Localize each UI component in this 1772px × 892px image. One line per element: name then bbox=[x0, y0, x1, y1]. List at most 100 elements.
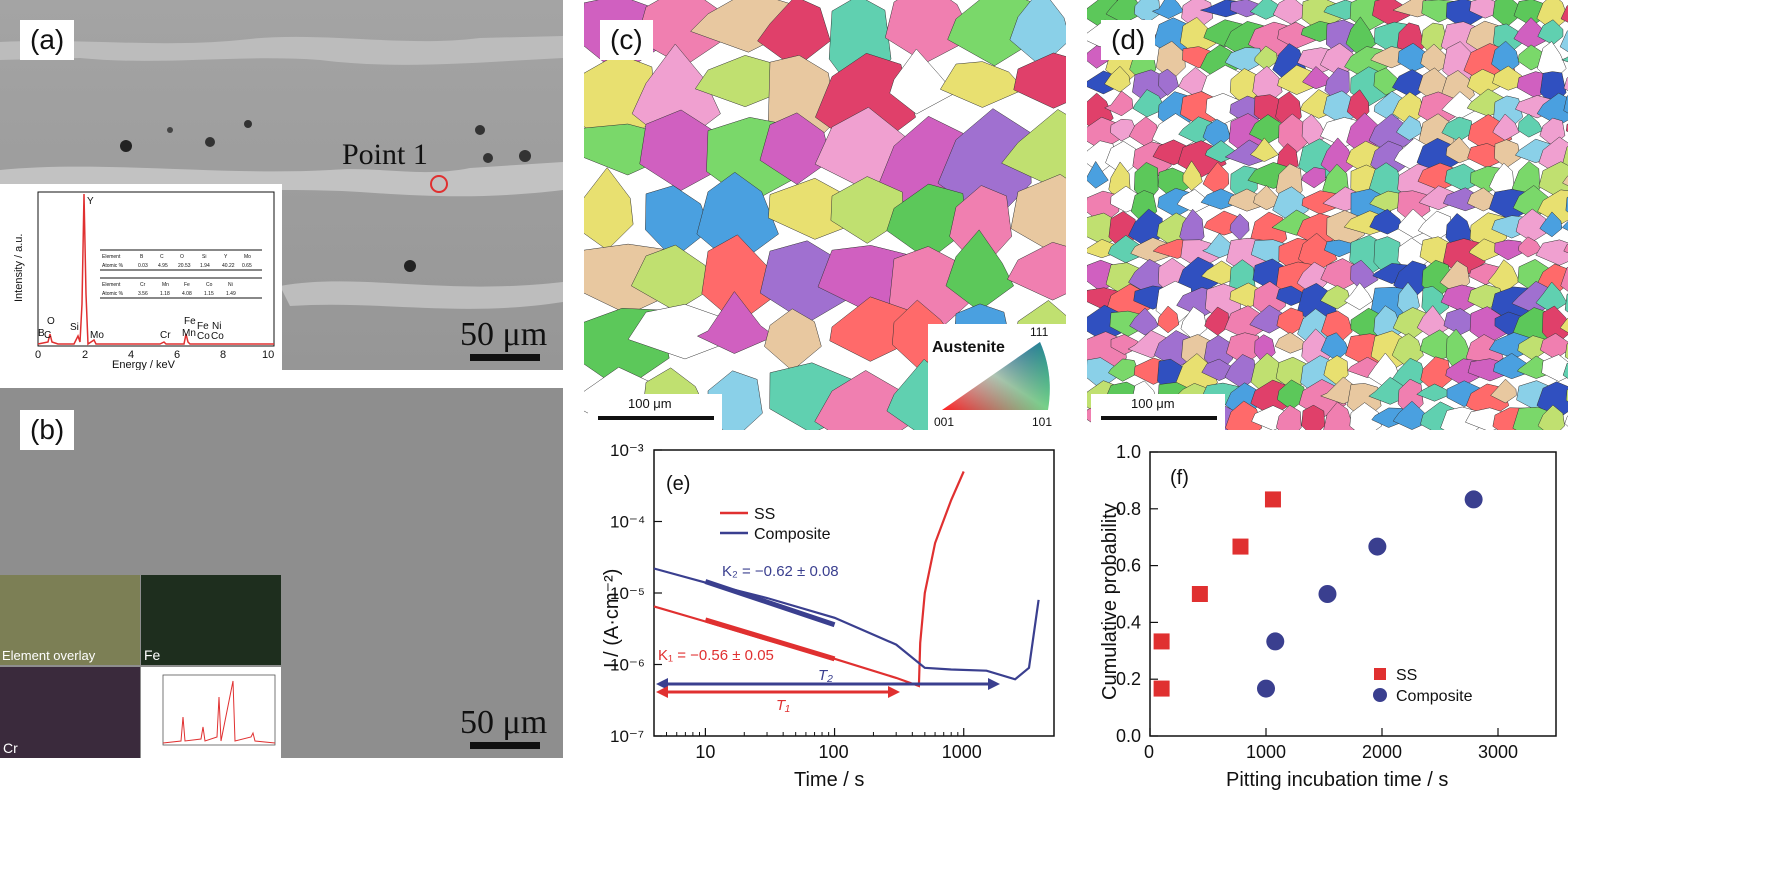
grain bbox=[1539, 211, 1563, 238]
panel-a-scale-bar bbox=[470, 354, 540, 361]
cr-label: Cr bbox=[3, 740, 18, 756]
eds-table-cell: Si bbox=[202, 254, 206, 260]
eds-table-cell: 1.94 bbox=[200, 263, 210, 269]
chart-f-ytick-label: 1.0 bbox=[1116, 442, 1141, 462]
eds-peak-label: B bbox=[38, 328, 45, 339]
grain bbox=[1001, 109, 1066, 190]
panel-b-scale-text: 50 μm bbox=[460, 704, 548, 741]
ss-point bbox=[1191, 586, 1208, 602]
chart-e-frame bbox=[653, 449, 1055, 737]
eds-table-cell: B bbox=[140, 254, 144, 260]
eds-peak-label: Fe bbox=[197, 321, 209, 332]
panel-f-chart: (f) Pitting incubation time / s Cumulati… bbox=[1084, 436, 1568, 892]
eds-peak-label: Fe bbox=[184, 316, 196, 327]
grain bbox=[1156, 40, 1186, 81]
grain bbox=[1157, 305, 1180, 334]
eds-peak-label: Co bbox=[197, 331, 210, 342]
panel-c-scale-box: 100 μm bbox=[588, 394, 722, 430]
chart-e-ytick-label: 10⁻³ bbox=[610, 441, 644, 460]
eds-table-cell: Atomic % bbox=[102, 291, 124, 297]
grain bbox=[1252, 281, 1286, 319]
eds-table-cell: 20.53 bbox=[178, 263, 191, 269]
grain bbox=[1252, 65, 1283, 106]
chart-e-label: (e) bbox=[666, 473, 690, 495]
chart-f-label: (f) bbox=[1170, 467, 1189, 489]
panel-d-label: (d) bbox=[1101, 20, 1156, 60]
eds-peak-label: Mn bbox=[182, 328, 196, 339]
eds-inset: Intensity / a.u. Energy / keV 0 2 4 6 8 … bbox=[0, 184, 282, 370]
grain bbox=[1301, 167, 1326, 189]
legend-ss-marker bbox=[1374, 668, 1386, 680]
eds-peak-label: Si bbox=[70, 322, 79, 333]
panel-b-sem-image: (b) 50 μm Element overlay Fe Cr bbox=[0, 388, 563, 758]
panel-c-scale-bar bbox=[598, 416, 714, 420]
chart-f-ytick-label: 0.2 bbox=[1116, 669, 1141, 689]
grain bbox=[764, 308, 822, 372]
panel-d-grain-map bbox=[1087, 0, 1568, 430]
panel-c-label: (c) bbox=[600, 20, 653, 60]
panel-d-ebsd-map: (d) 100 μm bbox=[1087, 0, 1568, 430]
chart-f-xtick-label: 0 bbox=[1144, 742, 1154, 762]
grain bbox=[1563, 243, 1568, 254]
panel-d-scale-text: 100 μm bbox=[1131, 396, 1175, 411]
grain bbox=[1391, 333, 1424, 369]
grain bbox=[1560, 5, 1568, 23]
grain bbox=[945, 229, 1014, 312]
point-1-label: Point 1 bbox=[342, 138, 428, 171]
point-1-marker bbox=[430, 175, 448, 193]
eds-table-cell: 4.08 bbox=[182, 291, 192, 297]
grain bbox=[1564, 343, 1568, 360]
grain bbox=[1492, 113, 1520, 141]
eds-table-cell: Element bbox=[102, 254, 121, 260]
eds-table-cell: 4.95 bbox=[158, 263, 168, 269]
k1-fit-line bbox=[704, 617, 836, 662]
grain bbox=[1225, 400, 1263, 430]
grain bbox=[1563, 95, 1568, 114]
grain bbox=[1129, 307, 1159, 336]
ipf-corner-001: 001 bbox=[934, 415, 954, 429]
eds-spectrum: Intensity / a.u. Energy / keV 0 2 4 6 8 … bbox=[13, 191, 275, 370]
ss-point bbox=[1232, 538, 1249, 555]
ss-point bbox=[1153, 680, 1170, 697]
grain bbox=[1559, 30, 1568, 53]
eds-table-cell: Y bbox=[224, 254, 228, 260]
eds-peak-label: Ni bbox=[212, 321, 221, 332]
eds-xtick: 8 bbox=[220, 349, 226, 361]
chart-e-xtick-label: 100 bbox=[819, 742, 849, 762]
element-overlay-label: Element overlay bbox=[2, 648, 96, 663]
eds-table-cell: 40.22 bbox=[222, 263, 235, 269]
grain bbox=[1229, 213, 1250, 241]
grain bbox=[1561, 56, 1568, 63]
grain bbox=[1564, 415, 1568, 427]
composite-point bbox=[1464, 490, 1483, 509]
legend-composite-label: Composite bbox=[1396, 688, 1473, 705]
grain bbox=[1007, 241, 1066, 301]
eds-table-cell: Co bbox=[206, 282, 213, 288]
eds-table-cell: C bbox=[160, 254, 164, 260]
ipf-legend: Austenite 111 001 101 bbox=[928, 324, 1066, 430]
grain bbox=[1561, 221, 1568, 231]
chart-e-ylabel: I / (A·cm⁻²) bbox=[601, 569, 623, 668]
eds-xtick: 6 bbox=[174, 349, 180, 361]
fe-label: Fe bbox=[144, 647, 161, 663]
chart-e-ytick-label: 10⁻⁶ bbox=[610, 656, 645, 675]
chart-f-xtick-label: 2000 bbox=[1362, 742, 1402, 762]
legend-composite-marker bbox=[1373, 688, 1387, 702]
chart-f-ytick-label: 0.4 bbox=[1116, 612, 1141, 632]
chart-e-ytick-label: 10⁻⁵ bbox=[610, 584, 645, 603]
grain bbox=[1420, 356, 1452, 394]
chart-e-svg: (e) Time / s I / (A·cm⁻²) 10 100 1000 10⁻⁷ 1… bbox=[601, 441, 1055, 791]
chart-e-xtick-label: 1000 bbox=[942, 742, 982, 762]
chart-e-xtick-label: 10 bbox=[695, 742, 715, 762]
grain bbox=[939, 61, 1025, 108]
grain bbox=[696, 171, 779, 267]
grain bbox=[1565, 388, 1568, 402]
eds-peak-label: Cr bbox=[160, 330, 171, 341]
t2-arrow bbox=[656, 678, 1000, 690]
grain bbox=[1087, 160, 1109, 189]
eds-table-cell: O bbox=[180, 254, 184, 260]
grain bbox=[1565, 196, 1568, 213]
grain bbox=[1490, 378, 1517, 404]
eds-xlabel: Energy / keV bbox=[112, 359, 176, 370]
grain bbox=[1323, 355, 1349, 386]
